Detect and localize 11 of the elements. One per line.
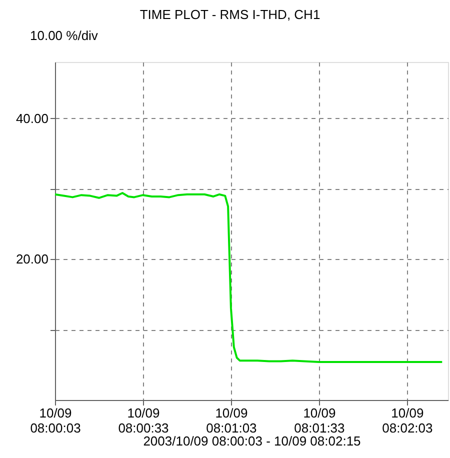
y-tick-label: 40.00	[16, 110, 48, 126]
chart-subtitle: 10.00 %/div	[30, 28, 98, 43]
x-tick-label: 10/09 08:02:03	[382, 406, 433, 436]
chart-title: TIME PLOT - RMS I-THD, CH1	[140, 7, 320, 22]
x-tick-label: 10/09 08:01:03	[206, 406, 257, 436]
line-series	[54, 192, 444, 363]
x-tick-label: 10/09 08:00:03	[30, 406, 81, 436]
x-tick-label: 10/09 08:00:33	[118, 406, 169, 436]
x-tick-label: 10/09 08:01:33	[294, 406, 345, 436]
y-tick-label: 20.00	[16, 252, 48, 267]
x-axis-title: 2003/10/09 08:00:03 - 10/09 08:02:15	[143, 434, 361, 448]
